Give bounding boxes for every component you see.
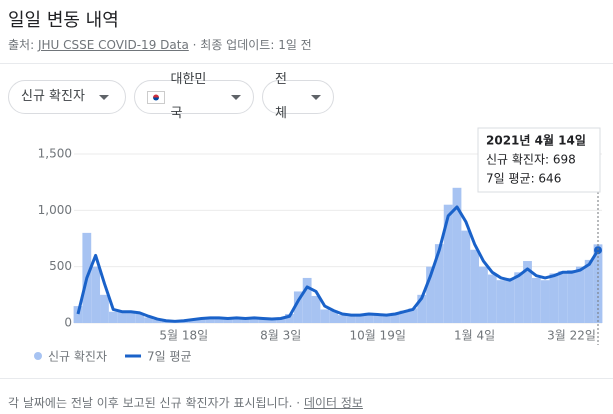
- bar: [241, 319, 250, 323]
- tooltip-line: 신규 확진자: 698: [486, 153, 576, 167]
- bar: [373, 315, 383, 323]
- tooltip-date: 2021년 4월 14일: [486, 133, 586, 148]
- bar: [249, 317, 259, 323]
- bar: [117, 310, 127, 323]
- x-tick-label: 8월 3일: [260, 329, 301, 343]
- bar: [390, 312, 400, 323]
- tooltip-box: [477, 127, 601, 193]
- button-label: 대한민국: [170, 72, 207, 121]
- bar: [258, 318, 268, 323]
- y-tick-label: 0: [64, 316, 72, 330]
- bar: [531, 277, 541, 323]
- bar: [487, 274, 497, 323]
- x-tick-label: 10월 19일: [349, 329, 405, 343]
- bar: [364, 312, 374, 323]
- bar: [108, 311, 118, 323]
- bar: [575, 266, 585, 323]
- divider: [0, 63, 613, 64]
- x-tick-label: 1월 4일: [454, 329, 495, 343]
- bar: [232, 317, 242, 323]
- info-link[interactable]: 데이터 정보: [303, 396, 363, 410]
- line: [76, 205, 600, 323]
- bar: [514, 272, 524, 323]
- bar: [73, 306, 83, 323]
- bar: [267, 319, 277, 323]
- bar: [135, 313, 145, 323]
- source-link[interactable]: JHU CSSE COVID-19 Data: [37, 38, 189, 52]
- divider: [0, 378, 613, 379]
- bar: [470, 249, 480, 323]
- legend-swatch: [34, 352, 42, 360]
- bar: [505, 277, 515, 323]
- bar: [399, 310, 409, 323]
- bar: [223, 317, 233, 323]
- bar: [549, 273, 559, 323]
- bar: [452, 187, 462, 323]
- bar: [329, 310, 338, 323]
- y-tick-label: 1,000: [38, 203, 72, 217]
- title: 일일 변동 내역: [8, 10, 119, 31]
- updated: 최종 업데이트: 1일 전: [200, 38, 312, 52]
- metric-button[interactable]: 신규 확진자: [8, 80, 126, 114]
- legend-label: 신규 확진자: [48, 350, 107, 364]
- x-tick-label: 5월 18일: [159, 329, 208, 343]
- bar: [346, 316, 356, 323]
- bar: [126, 312, 136, 323]
- bar: [214, 318, 224, 323]
- flag: [147, 90, 165, 104]
- bar: [408, 308, 418, 323]
- button-label: 전체: [275, 72, 287, 121]
- footer-note: 각 날짜에는 전날 이후 보고된 신규 확진자가 표시됩니다.: [8, 396, 293, 410]
- bar: [91, 266, 101, 323]
- source-label: 출처:: [8, 38, 35, 52]
- bar: [593, 244, 603, 323]
- bar: [320, 309, 330, 323]
- tooltip-line: 7일 평균: 646: [486, 172, 561, 186]
- bar: [496, 280, 506, 323]
- y-tick-label: 1,500: [38, 147, 72, 161]
- button-label: 신규 확진자: [21, 89, 85, 104]
- bar: [479, 266, 488, 323]
- bar: [100, 294, 109, 323]
- bar: [417, 294, 427, 323]
- separator: ·: [296, 396, 301, 410]
- bar: [285, 313, 294, 323]
- bar: [461, 230, 471, 323]
- bar: [293, 291, 303, 323]
- bar: [355, 314, 365, 323]
- bar: [205, 317, 215, 323]
- bar: [584, 259, 594, 323]
- chart: 0 500 1,000 1,500 5월 18일 8월 3일 10월 19일 1월 4일 3월 …: [34, 127, 603, 364]
- bar: [311, 295, 321, 323]
- x-tick-label: 3월 22일: [547, 329, 596, 343]
- footer: 각 날짜에는 전날 이후 보고된 신규 확진자가 표시됩니다. · 데이터 정보: [8, 394, 363, 411]
- bar: [443, 204, 453, 323]
- bar: [152, 319, 162, 323]
- bar: [540, 280, 550, 323]
- bar: [196, 317, 206, 323]
- legend-label: 7일 평균: [147, 350, 192, 364]
- bar: [434, 244, 444, 323]
- separator: ·: [192, 38, 197, 52]
- bar: [426, 266, 435, 323]
- bar: [558, 271, 568, 323]
- bar: [302, 277, 312, 323]
- bar: [523, 261, 532, 323]
- bar: [567, 270, 576, 323]
- region-button[interactable]: 대한민국: [134, 72, 254, 121]
- bar: [382, 313, 391, 323]
- bar: [338, 315, 347, 323]
- source: 출처: JHU CSSE COVID-19 Data · 최종 업데이트: 1일…: [8, 36, 312, 53]
- range-button[interactable]: 전체: [262, 72, 334, 121]
- bar: [276, 317, 286, 323]
- hover-dot: [594, 246, 602, 255]
- bar: [144, 317, 153, 323]
- y-tick-label: 500: [49, 259, 72, 273]
